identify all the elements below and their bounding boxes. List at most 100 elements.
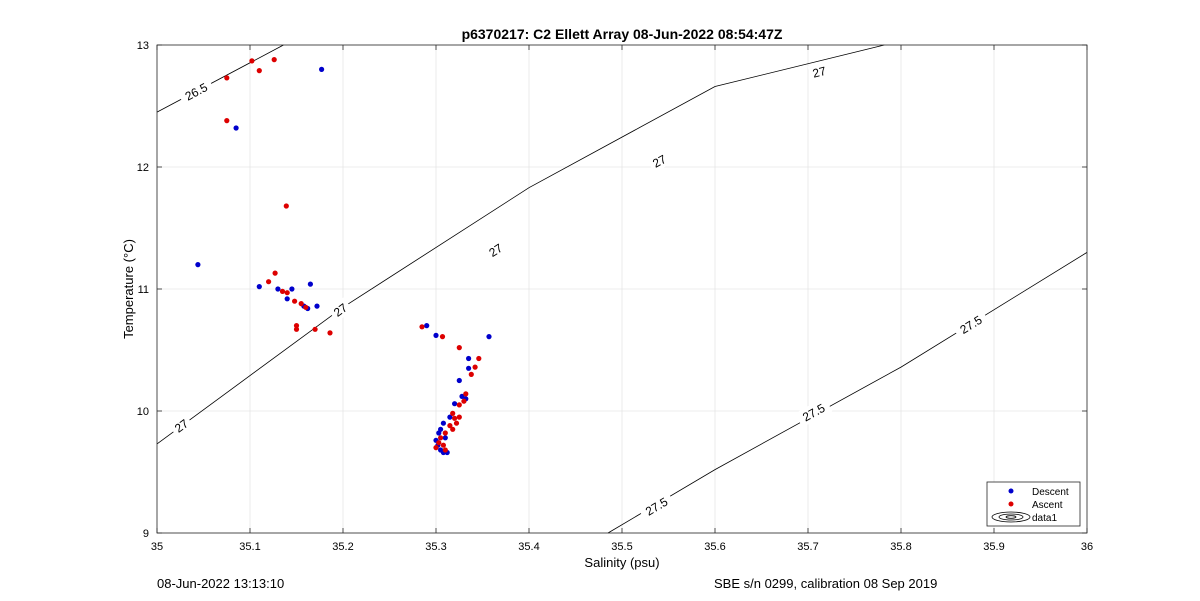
y-tick-label: 11: [138, 284, 149, 296]
descent-point: [456, 377, 462, 384]
x-axis-ticks: 35 35.1 35.2 35.3 35.4 35.5 35.6 35.7 35.8 35.9 36: [151, 45, 1093, 553]
ascent-point: [303, 304, 309, 310]
contour-label-bg: [482, 237, 509, 263]
y-tick-label: 9: [143, 528, 149, 540]
ascent-point: [436, 440, 442, 446]
ascent-point: [438, 435, 444, 441]
legend: Descent Ascent data1: [986, 481, 1081, 527]
x-tick-label: 35.6: [704, 541, 725, 553]
descent-point: [289, 286, 295, 292]
ascent-point: [419, 324, 425, 330]
descent-point: [195, 262, 201, 268]
x-axis-label: Salinity (psu): [584, 555, 659, 570]
ascent-point: [271, 57, 277, 63]
contour-26.5: [156, 44, 284, 113]
ascent-point: [292, 298, 298, 304]
descent-point: [275, 286, 281, 292]
ascent-point: [272, 270, 278, 276]
contour-label-bg: [952, 308, 990, 341]
descent-point: [256, 284, 262, 290]
contour-label-bg: [327, 297, 353, 323]
contour-label-group: 27: [807, 61, 831, 82]
ascent-point: [442, 430, 448, 436]
contour-label-bg: [168, 413, 194, 438]
descent-point: [486, 334, 492, 340]
ascent-point: [447, 423, 453, 429]
descent-point: [440, 420, 446, 426]
legend-ascent-marker: [1008, 501, 1014, 507]
legend-descent-marker: [1008, 488, 1014, 494]
y-axis-label: Temperature (°C): [121, 239, 136, 339]
contour-label-bg: [646, 149, 672, 173]
x-tick-label: 35.2: [332, 541, 353, 553]
ascent-point: [433, 445, 439, 451]
contour-label-group: 27: [327, 297, 353, 323]
x-tick-label: 35.1: [239, 541, 260, 553]
ascent-point: [298, 301, 304, 307]
ascent-point: [224, 118, 230, 124]
contour-label-bg: [177, 76, 215, 107]
ascent-point: [452, 415, 458, 421]
ascent-point: [283, 203, 289, 209]
ascent-point: [456, 345, 462, 351]
ascent-point: [224, 75, 230, 81]
contour-label: 27: [811, 64, 828, 81]
ascent-point: [312, 326, 318, 332]
descent-point: [452, 401, 458, 407]
ascent-point: [461, 398, 467, 404]
ascent-point: [463, 391, 469, 397]
x-tick-label: 35.7: [797, 541, 818, 553]
series-descent: [195, 66, 492, 456]
x-tick-label: 35.4: [518, 541, 539, 553]
ascent-point: [279, 288, 286, 294]
ascent-point: [266, 279, 272, 285]
y-tick-label: 10: [137, 406, 149, 418]
descent-point: [433, 332, 439, 338]
ascent-point: [440, 442, 446, 448]
x-tick-label: 35.5: [611, 541, 632, 553]
ascent-point: [442, 447, 448, 453]
ascent-point: [456, 402, 462, 408]
contour-label-group: 27: [482, 237, 509, 263]
descent-point: [447, 414, 453, 420]
descent-point: [436, 430, 442, 436]
ascent-point: [456, 414, 462, 420]
descent-point: [307, 281, 313, 287]
x-tick-label: 35.8: [890, 541, 911, 553]
data-points: [195, 57, 492, 456]
contour-legend-icon: [991, 511, 1031, 523]
ascent-point: [293, 326, 300, 332]
ascent-point: [327, 330, 333, 336]
chart-title: p6370217: C2 Ellett Array 08-Jun-2022 08…: [462, 26, 783, 42]
ascent-point: [439, 334, 446, 340]
contour-27: [156, 44, 885, 445]
x-tick-label: 35.9: [983, 541, 1004, 553]
contour-label-group: 27: [646, 149, 672, 173]
y-axis-ticks: 9 10 11 12 13: [137, 40, 1087, 540]
descent-point: [442, 435, 448, 441]
contour-label-bg: [807, 61, 831, 82]
footer-calibration: SBE s/n 0299, calibration 08 Sep 2019: [714, 576, 938, 591]
legend-data1-label: data1: [1032, 513, 1057, 524]
y-tick-label: 13: [137, 40, 149, 52]
ascent-point: [256, 68, 262, 74]
ascent-point: [450, 410, 456, 416]
legend-entry-data1: data1: [991, 511, 1057, 524]
descent-point: [319, 66, 325, 72]
footer-timestamp: 08-Jun-2022 13:13:10: [157, 576, 285, 591]
legend-entry-ascent: Ascent: [1008, 500, 1063, 511]
contour-label-bg: [637, 490, 676, 522]
descent-point: [314, 303, 320, 309]
y-tick-label: 12: [137, 162, 149, 174]
ascent-point: [453, 420, 460, 426]
x-tick-label: 35: [151, 541, 163, 553]
descent-point: [424, 323, 430, 329]
legend-ascent-label: Ascent: [1032, 500, 1063, 511]
ascent-point: [284, 290, 290, 296]
descent-point: [459, 393, 465, 399]
ascent-point: [472, 364, 478, 370]
x-tick-label: 35.3: [425, 541, 446, 553]
descent-point: [466, 365, 472, 371]
descent-point: [466, 355, 472, 362]
